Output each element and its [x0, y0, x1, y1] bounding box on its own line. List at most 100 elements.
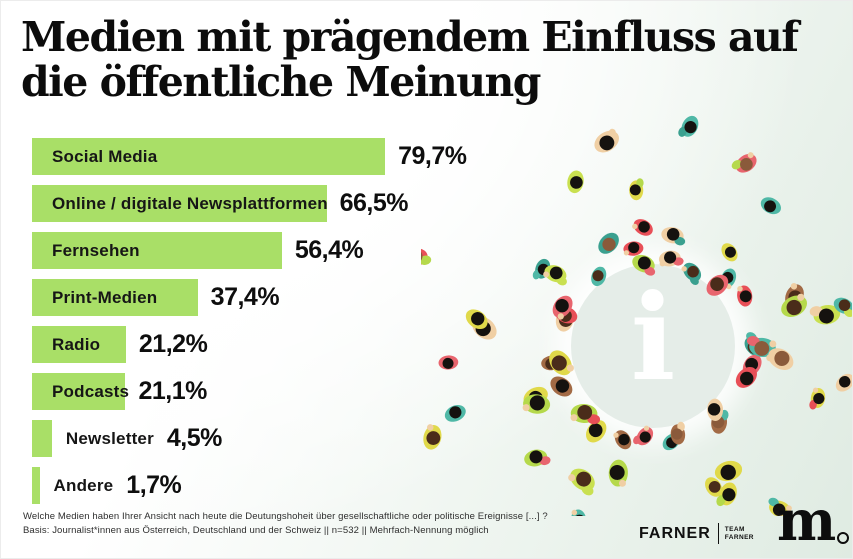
person-top-view — [608, 459, 628, 487]
person-top-view — [633, 425, 654, 446]
bar-label: Social Media — [52, 146, 158, 166]
page-title-line2: die öffentliche Meinung — [21, 58, 541, 107]
m-logo-ring-icon — [837, 531, 850, 544]
person-top-view — [768, 497, 792, 516]
bar: Radio — [32, 326, 126, 363]
person-top-view — [714, 460, 743, 482]
footnote-question: Welche Medien haben Ihrer Ansicht nach h… — [23, 511, 548, 522]
person-top-view — [707, 398, 724, 421]
bar — [32, 467, 40, 504]
person-top-view — [678, 115, 699, 137]
person-top-view — [522, 394, 551, 414]
person-top-view — [550, 376, 573, 397]
team-farner-line1: TEAM — [724, 525, 745, 533]
bar-row: Andere 1,7% — [32, 467, 512, 504]
person-top-view — [543, 265, 567, 286]
person-top-view — [706, 274, 729, 296]
m-dot-logo: m — [777, 488, 850, 554]
person-top-view — [570, 403, 601, 425]
info-icon: i — [630, 268, 676, 407]
person-top-view — [760, 197, 781, 215]
person-top-view — [670, 421, 686, 445]
person-top-view — [568, 468, 595, 496]
footnote-basis: Basis: Journalist*innen aus Österreich, … — [23, 525, 489, 537]
person-top-view — [809, 387, 826, 410]
page-title: Medien mit prägendem Einfluss auf die öff… — [21, 13, 831, 107]
farner-wordmark: FARNER — [639, 524, 711, 542]
person-top-view — [465, 309, 488, 330]
person-top-view — [658, 250, 684, 267]
bar-value: 79,7% — [398, 142, 467, 170]
person-top-view — [716, 482, 737, 507]
person-top-view — [766, 348, 794, 371]
person-top-view — [549, 350, 574, 376]
bar-value: 37,4% — [210, 283, 280, 311]
bar-value: 4,5% — [166, 424, 222, 452]
bar: Fernsehen — [32, 232, 282, 269]
person-top-view — [681, 262, 702, 285]
bar-row: Social Media 79,7% — [32, 138, 512, 175]
bar-value: 66,5% — [339, 189, 409, 217]
person-top-view — [421, 248, 432, 267]
team-farner-label: TEAM FARNER — [725, 526, 754, 542]
person-top-view — [552, 295, 573, 320]
person-top-view — [444, 405, 466, 422]
bar-row: Online / digitale Newsplattformen 66,5% — [32, 185, 512, 222]
person-top-view — [809, 304, 841, 325]
team-farner-line2: FARNER — [724, 533, 754, 541]
bar-row: Fernsehen 56,4% — [32, 232, 512, 269]
bar: Social Media — [32, 138, 386, 175]
bar-chart: Social Media 79,7% Online / digitale Newsp… — [32, 138, 512, 514]
person-top-view — [731, 152, 757, 173]
bar-value: 21,1% — [138, 377, 207, 405]
person-top-view — [833, 297, 852, 318]
person-top-view — [632, 219, 653, 236]
footnote: Welche Medien haben Ihrer Ansicht nach h… — [23, 510, 548, 539]
crowd-people-illustration — [421, 115, 852, 516]
person-top-view — [737, 285, 753, 307]
bar-row: Podcasts 21,1% — [32, 373, 512, 410]
person-top-view — [705, 477, 723, 497]
bar-label: Fernsehen — [52, 240, 140, 260]
bar — [32, 420, 52, 457]
person-top-view — [661, 227, 686, 246]
person-top-view — [735, 366, 757, 388]
bar-label: Newsletter — [65, 428, 154, 448]
person-top-view — [721, 243, 738, 262]
person-top-view — [594, 128, 619, 153]
bar: Print-Medien — [32, 279, 198, 316]
bar: Online / digitale Newsplattformen — [32, 185, 328, 222]
person-top-view — [623, 241, 644, 256]
bar-label: Podcasts — [52, 381, 130, 401]
bar-value: 1,7% — [126, 471, 182, 499]
person-top-view — [598, 232, 619, 254]
person-top-view — [781, 293, 808, 317]
person-top-view — [570, 509, 587, 516]
bar-row: Radio 21,2% — [32, 326, 512, 363]
bar-row: Newsletter 4,5% — [32, 420, 512, 457]
bar-value: 56,4% — [294, 236, 364, 264]
farner-logo-lockup: FARNER TEAM FARNER — [639, 523, 754, 544]
bar-label: Print-Medien — [52, 287, 158, 307]
m-logo-letter: m — [777, 488, 836, 554]
person-top-view — [567, 170, 584, 194]
crowd-illustration: i — [421, 109, 852, 516]
person-top-view — [835, 373, 852, 392]
bar-label: Online / digitale Newsplattformen — [52, 193, 328, 213]
person-top-view — [438, 355, 459, 370]
page-title-line1: Medien mit prägendem Einfluss auf — [21, 13, 799, 61]
person-top-view — [591, 266, 607, 287]
bar-label: Andere — [53, 475, 114, 495]
bar-value: 21,2% — [138, 330, 208, 358]
person-top-view — [524, 449, 551, 467]
bar: Podcasts — [32, 373, 129, 410]
person-top-view — [586, 420, 607, 443]
bar-label: Radio — [52, 334, 101, 354]
person-top-view — [632, 254, 656, 276]
bar-row: Print-Medien 37,4% — [32, 279, 512, 316]
person-top-view — [423, 424, 442, 450]
person-top-view — [613, 430, 632, 450]
person-top-view — [629, 178, 644, 201]
logo-divider — [717, 523, 719, 544]
